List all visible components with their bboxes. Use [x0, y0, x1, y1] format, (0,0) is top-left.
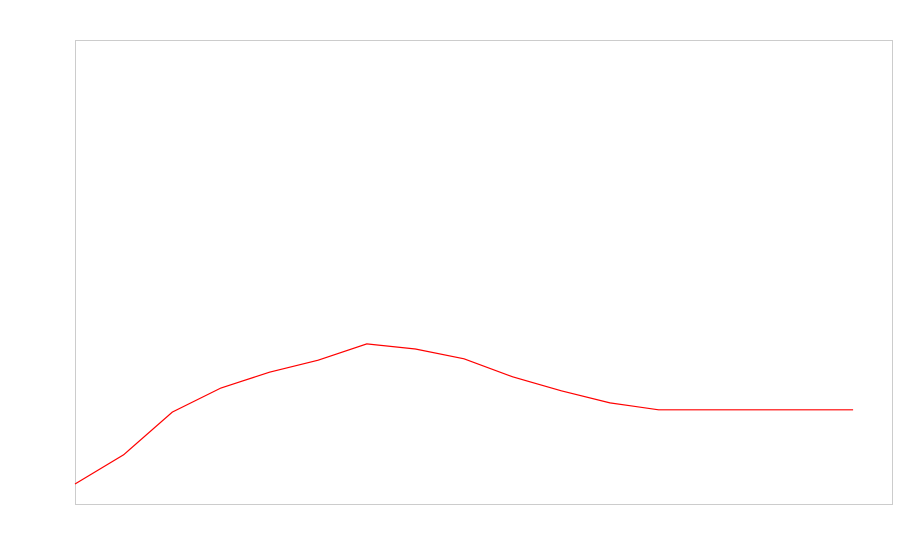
- plot-area: [75, 40, 893, 505]
- data-line: [74, 343, 854, 485]
